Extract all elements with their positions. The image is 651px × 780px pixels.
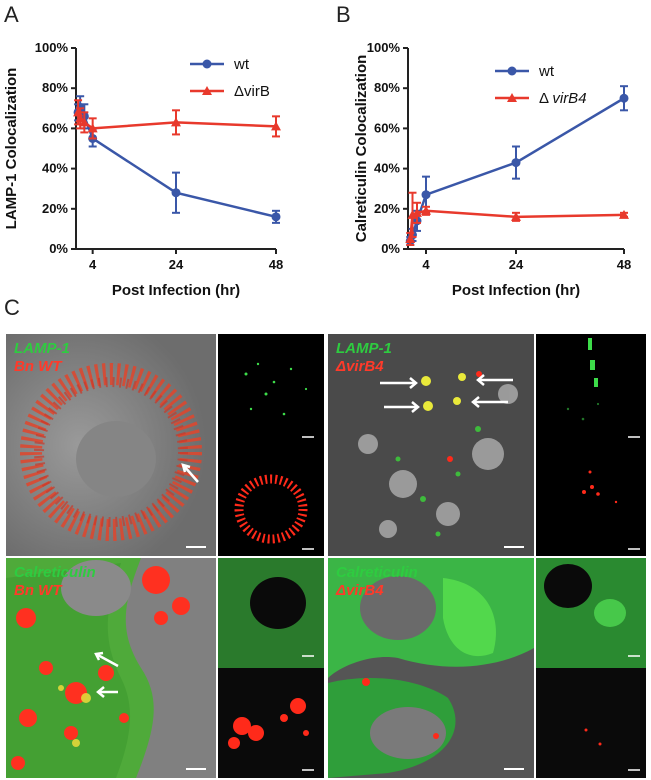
data-point [171, 188, 181, 198]
data-point [87, 123, 98, 133]
data-point [619, 93, 629, 103]
data-point [421, 190, 431, 200]
x-tick-label: 4 [89, 257, 97, 272]
legend-label: ΔvirB [234, 83, 270, 100]
micrograph-calreticulin-bn-wt: Calreticulin Bn WT [6, 558, 324, 778]
legend-label: wt [538, 63, 555, 80]
micrograph-label-calreticulin: Calreticulin [14, 564, 96, 581]
data-point [79, 117, 90, 127]
micrograph-label-virb4: ΔvirB4 [336, 582, 384, 599]
x-tick-label: 48 [617, 257, 631, 272]
y-tick-label: 20% [42, 201, 68, 216]
x-tick-label: 48 [269, 257, 283, 272]
y-tick-label: 40% [42, 161, 68, 176]
data-point [171, 117, 181, 127]
micrograph-label-virb4: ΔvirB4 [336, 358, 384, 375]
y-tick-label: 100% [35, 40, 69, 55]
panel-label-b: B [336, 2, 351, 27]
y-axis-label: Calreticulin Colocalization [353, 55, 370, 243]
x-tick-label: 4 [422, 257, 430, 272]
data-point [412, 207, 422, 217]
y-tick-label: 20% [374, 201, 400, 216]
micrograph-lamp1-bn-wt-image [6, 334, 324, 556]
data-point [511, 158, 521, 168]
micrograph-calreticulin-virb4-image [328, 558, 646, 778]
x-axis-label: Post Infection (hr) [452, 282, 580, 299]
data-point [619, 209, 629, 219]
series-mutant [405, 191, 629, 246]
legend-marker [507, 93, 517, 102]
data-point [73, 107, 84, 117]
y-axis-label: LAMP-1 Colocalization [3, 68, 20, 230]
y-tick-label: 80% [374, 80, 400, 95]
micrograph-calreticulin-virb4: Calreticulin ΔvirB4 [328, 558, 646, 778]
micrograph-label-lamp1: LAMP-1 [14, 340, 70, 357]
micrograph-lamp1-virb4-image [328, 334, 646, 556]
data-point [421, 205, 431, 215]
micrograph-lamp1-virb4: LAMP-1 ΔvirB4 [328, 334, 646, 556]
legend-marker [202, 59, 212, 69]
micrograph-label-bn-wt: Bn WT [14, 582, 62, 599]
data-point [75, 113, 86, 123]
y-tick-label: 60% [374, 120, 400, 135]
series-wt [73, 95, 281, 224]
legend-marker [507, 66, 517, 76]
legend-marker [202, 86, 212, 95]
micrograph-lamp1-bn-wt: LAMP-1 Bn WT [6, 334, 324, 556]
y-tick-label: 60% [42, 120, 68, 135]
y-tick-label: 0% [49, 241, 68, 256]
y-tick-label: 80% [42, 80, 68, 95]
data-point [511, 211, 521, 221]
legend-label: Δ virB4 [539, 90, 587, 107]
chart-calreticulin-colocalization: 0% 20% 40% 60% 80% 100% 4 24 48 Post Infection (h… [353, 40, 631, 299]
y-tick-label: 40% [374, 161, 400, 176]
x-axis-label: Post Infection (hr) [112, 282, 240, 299]
micrograph-label-calreticulin: Calreticulin [336, 564, 418, 581]
legend-label: wt [233, 56, 250, 73]
micrograph-calreticulin-bn-wt-image [6, 558, 324, 778]
data-point [271, 212, 281, 222]
micrograph-label-bn-wt: Bn WT [14, 358, 62, 375]
data-point [271, 121, 281, 131]
y-tick-label: 100% [367, 40, 401, 55]
panel-label-c: C [4, 295, 20, 320]
data-point [405, 233, 416, 243]
panel-label-a: A [4, 2, 19, 27]
micrograph-label-lamp1: LAMP-1 [336, 340, 392, 357]
chart-lamp1-colocalization: 0% 20% 40% 60% 80% 100% 4 24 48 Post Infection (h… [3, 40, 283, 299]
series-mutant [73, 99, 281, 140]
x-tick-label: 24 [169, 257, 184, 272]
y-tick-label: 0% [381, 241, 400, 256]
x-tick-label: 24 [509, 257, 524, 272]
